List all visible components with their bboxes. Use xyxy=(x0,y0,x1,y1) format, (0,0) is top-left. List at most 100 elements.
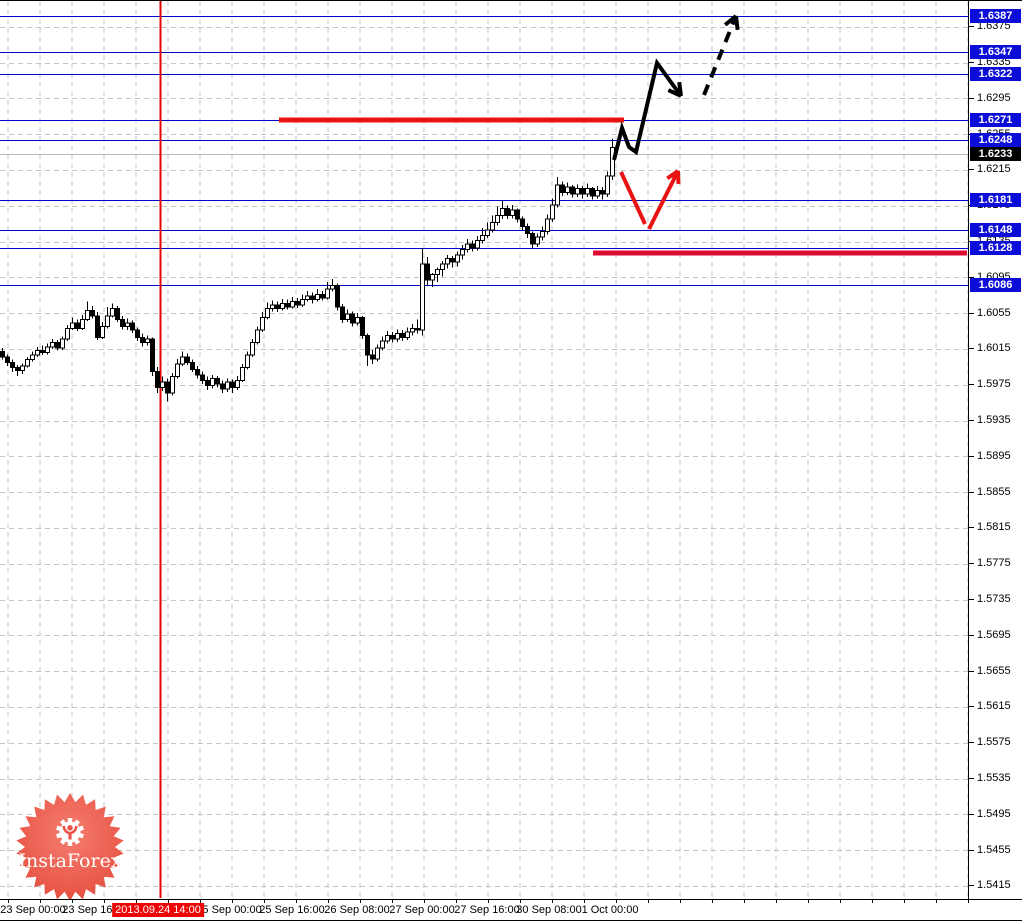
price-axis-tick xyxy=(969,634,974,636)
price-axis-tick xyxy=(969,169,974,171)
price-axis-tick xyxy=(969,527,974,529)
time-axis-tick xyxy=(712,900,713,903)
price-tick-label: 1.5695 xyxy=(977,628,1011,641)
time-axis-tick xyxy=(968,900,969,903)
price-axis-tick xyxy=(969,97,974,99)
thick-trend-lines[interactable] xyxy=(279,117,967,256)
time-axis-tick xyxy=(264,900,265,903)
time-axis-tick xyxy=(40,900,41,903)
time-axis-tick xyxy=(200,900,201,903)
time-axis-tick xyxy=(584,900,585,903)
price-axis-tick xyxy=(969,849,974,851)
price-tick-label: 1.5615 xyxy=(977,700,1011,713)
time-axis-tick xyxy=(104,900,105,903)
price-axis-tick xyxy=(969,384,974,386)
time-axis-tick xyxy=(904,900,905,903)
gear-person-icon xyxy=(56,818,84,846)
time-axis-tick xyxy=(8,900,9,903)
price-tick-label: 1.5935 xyxy=(977,414,1011,427)
price-axis-tick xyxy=(969,885,974,887)
time-axis-tick xyxy=(392,900,393,903)
price-axis-tick xyxy=(969,420,974,422)
time-label-highlighted: 2013.09.24 14:00 xyxy=(112,903,204,917)
time-axis-tick xyxy=(232,900,233,903)
price-axis-tick xyxy=(969,455,974,457)
candlestick-series[interactable] xyxy=(0,138,615,402)
price-tick-label: 1.5495 xyxy=(977,807,1011,820)
price-tick-label: 1.5655 xyxy=(977,664,1011,677)
price-level-badge: 1.6248 xyxy=(970,133,1021,148)
time-axis[interactable]: 23 Sep 00:00 23 Sep 16:00 2013.09.24 14:00… xyxy=(0,899,1022,921)
correction-arrow-red-up[interactable] xyxy=(647,169,681,230)
price-level-badge: 1.6128 xyxy=(970,240,1021,255)
time-label: 26 Sep 08:00 xyxy=(324,904,390,916)
price-tick-label: 1.5455 xyxy=(977,843,1011,856)
price-axis-tick xyxy=(969,778,974,780)
time-axis-tick xyxy=(360,900,361,903)
time-axis-tick xyxy=(808,900,809,903)
time-axis-tick xyxy=(168,900,169,903)
price-axis-tick xyxy=(969,563,974,565)
price-level-badge: 1.6347 xyxy=(970,44,1021,59)
projection-arrow-black-dashed[interactable] xyxy=(702,14,740,96)
correction-stroke-red-down[interactable] xyxy=(619,171,647,225)
price-tick-label: 1.5775 xyxy=(977,557,1011,570)
price-tick-label: 1.5815 xyxy=(977,521,1011,534)
price-tick-label: 1.5735 xyxy=(977,593,1011,606)
gridlines xyxy=(0,1,969,898)
price-axis-tick xyxy=(969,813,974,815)
price-level-badge: 1.6181 xyxy=(970,193,1021,208)
price-tick-label: 1.5975 xyxy=(977,378,1011,391)
projection-arrows[interactable] xyxy=(612,14,740,230)
price-axis-tick xyxy=(969,348,974,350)
time-label: 25 Sep 16:00 xyxy=(259,904,325,916)
price-axis-tick xyxy=(969,742,974,744)
time-axis-tick xyxy=(136,900,137,903)
price-tick-label: 1.5855 xyxy=(977,485,1011,498)
time-label: 27 Sep 00:00 xyxy=(389,904,455,916)
price-tick-label: 1.6055 xyxy=(977,306,1011,319)
time-axis-tick xyxy=(680,900,681,903)
price-tick-label: 1.6335 xyxy=(977,56,1011,69)
price-level-badge: 1.6086 xyxy=(970,278,1021,293)
price-axis-tick xyxy=(969,670,974,672)
time-axis-tick xyxy=(520,900,521,903)
instaforex-logo: InstaForex xyxy=(16,793,124,901)
logo-starburst xyxy=(16,793,124,901)
price-tick-label: 1.6215 xyxy=(977,163,1011,176)
price-tick-label: 1.5575 xyxy=(977,736,1011,749)
time-axis-tick xyxy=(744,900,745,903)
price-axis[interactable]: 1.63751.63351.62951.62551.62151.61751.61… xyxy=(968,1,1022,899)
price-tick-label: 1.5895 xyxy=(977,449,1011,462)
price-axis-tick xyxy=(969,599,974,601)
time-axis-tick xyxy=(872,900,873,903)
time-axis-tick xyxy=(456,900,457,903)
price-level-badge: 1.6387 xyxy=(970,9,1021,23)
time-axis-tick xyxy=(776,900,777,903)
time-axis-tick xyxy=(616,900,617,903)
time-axis-tick xyxy=(424,900,425,903)
time-axis-tick xyxy=(488,900,489,903)
price-tick-label: 1.5535 xyxy=(977,772,1011,785)
time-axis-tick xyxy=(296,900,297,903)
price-tick-label: 1.6375 xyxy=(977,20,1011,33)
time-label: 30 Sep 08:00 xyxy=(516,904,582,916)
price-tick-label: 1.6015 xyxy=(977,342,1011,355)
price-axis-tick xyxy=(969,312,974,314)
price-level-badge: 1.6148 xyxy=(970,222,1021,237)
time-axis-tick xyxy=(648,900,649,903)
time-axis-tick xyxy=(840,900,841,903)
price-level-badge: 1.6322 xyxy=(970,67,1021,82)
price-axis-tick xyxy=(969,276,974,278)
time-label: 27 Sep 16:00 xyxy=(454,904,520,916)
projection-arrow-black-solid[interactable] xyxy=(612,58,683,161)
time-axis-tick xyxy=(552,900,553,903)
price-axis-tick xyxy=(969,26,974,28)
horizontal-price-level-lines[interactable] xyxy=(0,15,968,287)
price-axis-tick xyxy=(969,491,974,493)
logo-wordmark: InstaForex xyxy=(18,850,121,872)
time-axis-tick xyxy=(328,900,329,903)
current-price-badge: 1.6233 xyxy=(970,146,1021,161)
